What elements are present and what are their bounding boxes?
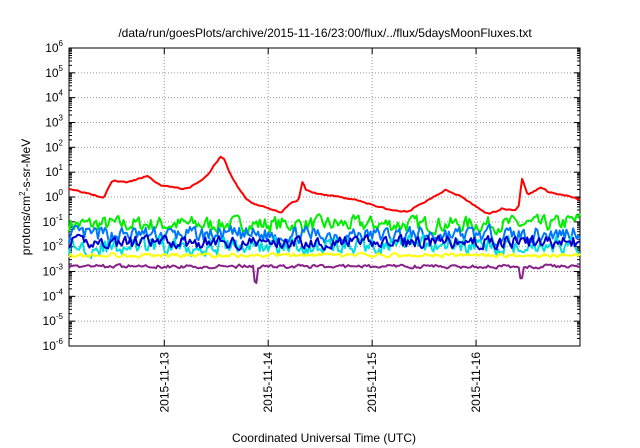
series-layer <box>68 155 581 284</box>
y-tick-label: 103 <box>45 114 63 130</box>
y-tick-label: 104 <box>45 89 63 105</box>
y-tick-label: 10-1 <box>43 213 64 229</box>
y-tick-label: 101 <box>45 163 63 179</box>
y-tick-label: 10-2 <box>43 238 64 254</box>
x-tick-label: 2015-11-15 <box>365 352 379 413</box>
x-tick-label: 2015-11-13 <box>157 352 171 413</box>
x-tick-label: 2015-11-14 <box>261 352 275 413</box>
series-line <box>68 251 581 259</box>
y-tick-label: 10-3 <box>43 263 64 279</box>
series-line <box>68 233 581 251</box>
chart-title: /data/run/goesPlots/archive/2015-11-16/2… <box>118 26 532 40</box>
y-axis-ticks: 10-6 10-5 10-4 10-3 10-2 10-1 100 101 102 103 104 1… <box>43 39 580 353</box>
y-tick-label: 10-4 <box>43 287 64 303</box>
series-line <box>68 155 581 215</box>
y-tick-label: 10-5 <box>43 312 64 328</box>
y-tick-label: 10-6 <box>43 337 64 353</box>
y-tick-label: 106 <box>45 39 63 55</box>
y-tick-label: 105 <box>45 64 63 80</box>
y-tick-label: 100 <box>45 188 63 204</box>
grid <box>69 48 580 346</box>
y-axis-label: protons/cm2-s-sr-MeV <box>18 139 33 255</box>
series-line <box>68 223 581 247</box>
x-axis-label: Coordinated Universal Time (UTC) <box>232 431 416 445</box>
series-line <box>68 263 581 284</box>
y-tick-label: 102 <box>45 138 63 154</box>
x-axis-ticks: 2015-11-13 2015-11-14 2015-11-15 2015-11-16 <box>157 48 483 413</box>
x-tick-label: 2015-11-16 <box>469 352 483 413</box>
